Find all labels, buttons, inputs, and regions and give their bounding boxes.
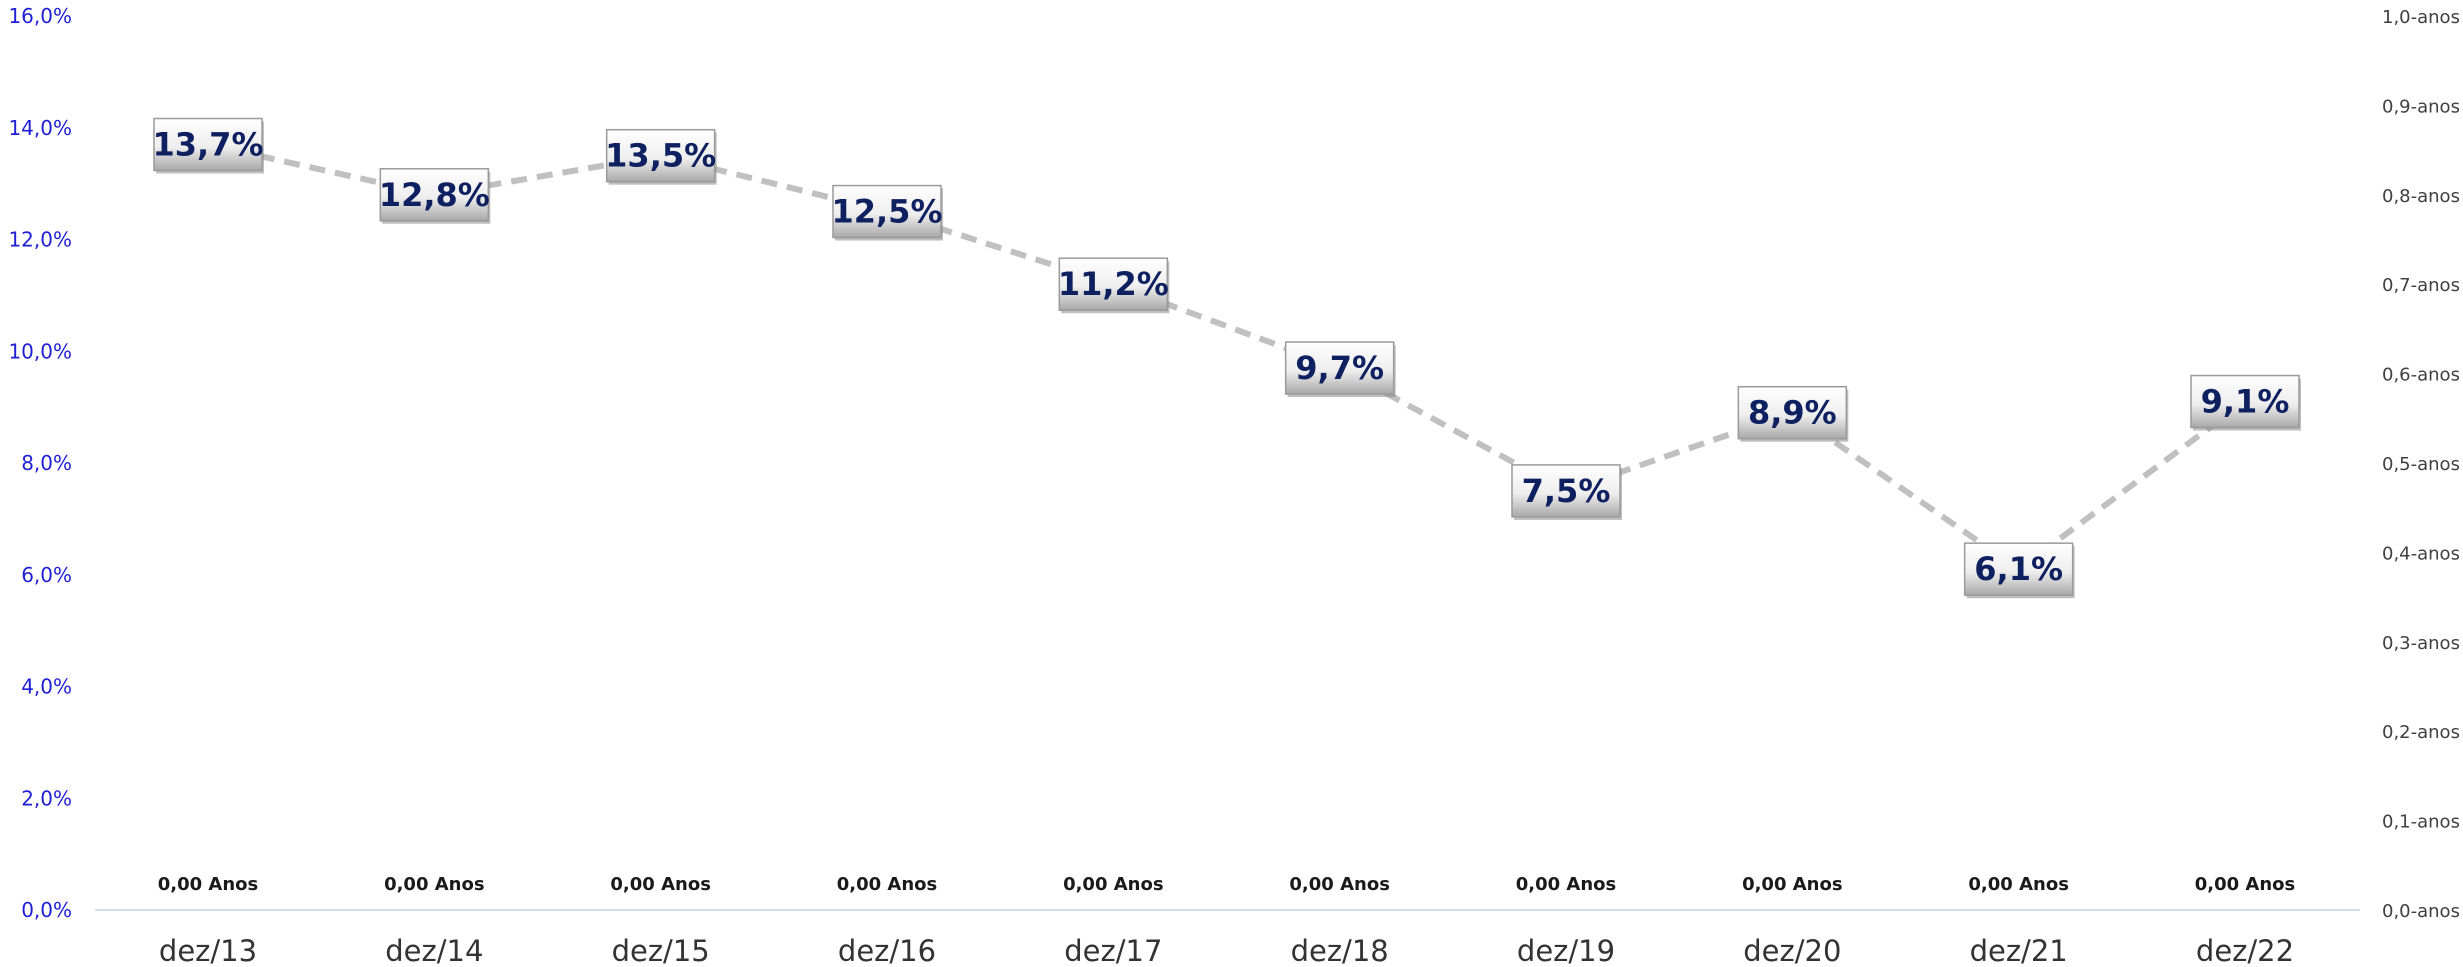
right-axis-tick-label: 0,1-anos (2382, 812, 2460, 833)
percent-data-label: 9,1% (2190, 374, 2301, 431)
data-label-box (1511, 464, 1621, 518)
right-axis-tick-label: 0,7-anos (2382, 275, 2460, 296)
left-axis-tick-label: 12,0% (8, 228, 72, 252)
data-label-box (1963, 542, 2074, 596)
percent-data-label: 8,9% (1737, 385, 1849, 442)
left-axis-tick-label: 14,0% (8, 116, 72, 140)
anos-data-label: 0,00 Anos (158, 874, 259, 895)
data-label-text: 6,1% (1974, 550, 2063, 588)
x-axis-tick-label: dez/16 (838, 934, 936, 967)
data-label-text: 11,2% (1058, 265, 1169, 303)
data-label-box (1058, 257, 1169, 311)
x-axis-tick-label: dez/17 (1064, 934, 1162, 967)
x-axis-tick-label: dez/14 (385, 934, 483, 967)
anos-data-label: 0,00 Anos (1063, 874, 1164, 895)
anos-data-label: 0,00 Anos (837, 874, 938, 895)
anos-data-label: 0,00 Anos (1968, 874, 2069, 895)
percent-data-label: 13,5% (605, 128, 717, 185)
data-label-text: 7,5% (1522, 472, 1611, 510)
percent-data-label: 12,5% (831, 184, 943, 241)
percent-data-label: 7,5% (1511, 464, 1622, 520)
data-label-text: 12,5% (831, 193, 942, 231)
left-axis-tick-label: 16,0% (8, 4, 72, 28)
anos-data-label: 0,00 Anos (610, 874, 711, 895)
series-line-segment (1790, 410, 2021, 572)
data-label-box (2190, 374, 2300, 429)
data-label-text: 12,8% (379, 176, 490, 214)
x-axis-tick-label: dez/22 (2196, 934, 2294, 967)
anos-data-label: 0,00 Anos (2195, 874, 2296, 895)
left-axis-tick-label: 8,0% (21, 451, 72, 475)
right-axis-tick-label: 0,4-anos (2382, 543, 2460, 564)
x-axis-tick-label: dez/20 (1743, 934, 1841, 967)
data-label-text: 9,7% (1295, 349, 1384, 387)
anos-data-label: 0,00 Anos (1516, 874, 1617, 895)
percent-data-label: 13,7% (152, 117, 264, 174)
right-axis-tick-label: 0,2-anos (2382, 722, 2460, 743)
right-axis-tick-label: 0,8-anos (2382, 186, 2460, 207)
percent-data-label: 6,1% (1963, 542, 2075, 599)
data-label-box (1284, 341, 1395, 395)
percent-data-label: 12,8% (379, 168, 491, 224)
right-axis-tick-label: 0,6-anos (2382, 365, 2460, 386)
right-axis-tick-label: 0,5-anos (2382, 454, 2460, 475)
left-axis-tick-label: 6,0% (21, 563, 72, 587)
anos-data-label: 0,00 Anos (384, 874, 485, 895)
x-axis-tick-label: dez/18 (1291, 934, 1389, 967)
data-label-text: 8,9% (1748, 394, 1837, 432)
anos-data-label: 0,00 Anos (1289, 874, 1390, 895)
left-axis-tick-label: 10,0% (8, 339, 72, 363)
data-label-box (153, 117, 263, 172)
right-axis-tick-label: 0,0-anos (2382, 901, 2460, 922)
data-label-box (605, 128, 716, 183)
right-axis-tick-label: 0,3-anos (2382, 633, 2460, 654)
left-axis-tick-label: 0,0% (21, 898, 72, 922)
right-axis-tick-label: 0,9-anos (2382, 96, 2460, 117)
data-label-text: 9,1% (2201, 383, 2290, 421)
data-label-text: 13,5% (605, 137, 716, 175)
data-label-box (379, 168, 490, 222)
data-label-text: 13,7% (152, 126, 263, 164)
right-axis-tick-label: 1,0-anos (2382, 7, 2460, 28)
left-axis-tick-label: 2,0% (21, 786, 72, 810)
data-label-box (832, 184, 942, 239)
left-axis-tick-label: 4,0% (21, 675, 72, 699)
anos-data-label: 0,00 Anos (1742, 874, 1843, 895)
percent-data-label: 11,2% (1058, 257, 1170, 314)
x-axis-tick-label: dez/21 (1970, 934, 2068, 967)
percent-data-label: 9,7% (1284, 341, 1396, 398)
data-label-box (1737, 385, 1848, 440)
x-axis-tick-label: dez/13 (159, 934, 257, 967)
x-axis-tick-label: dez/15 (612, 934, 710, 967)
x-axis-tick-label: dez/19 (1517, 934, 1615, 967)
